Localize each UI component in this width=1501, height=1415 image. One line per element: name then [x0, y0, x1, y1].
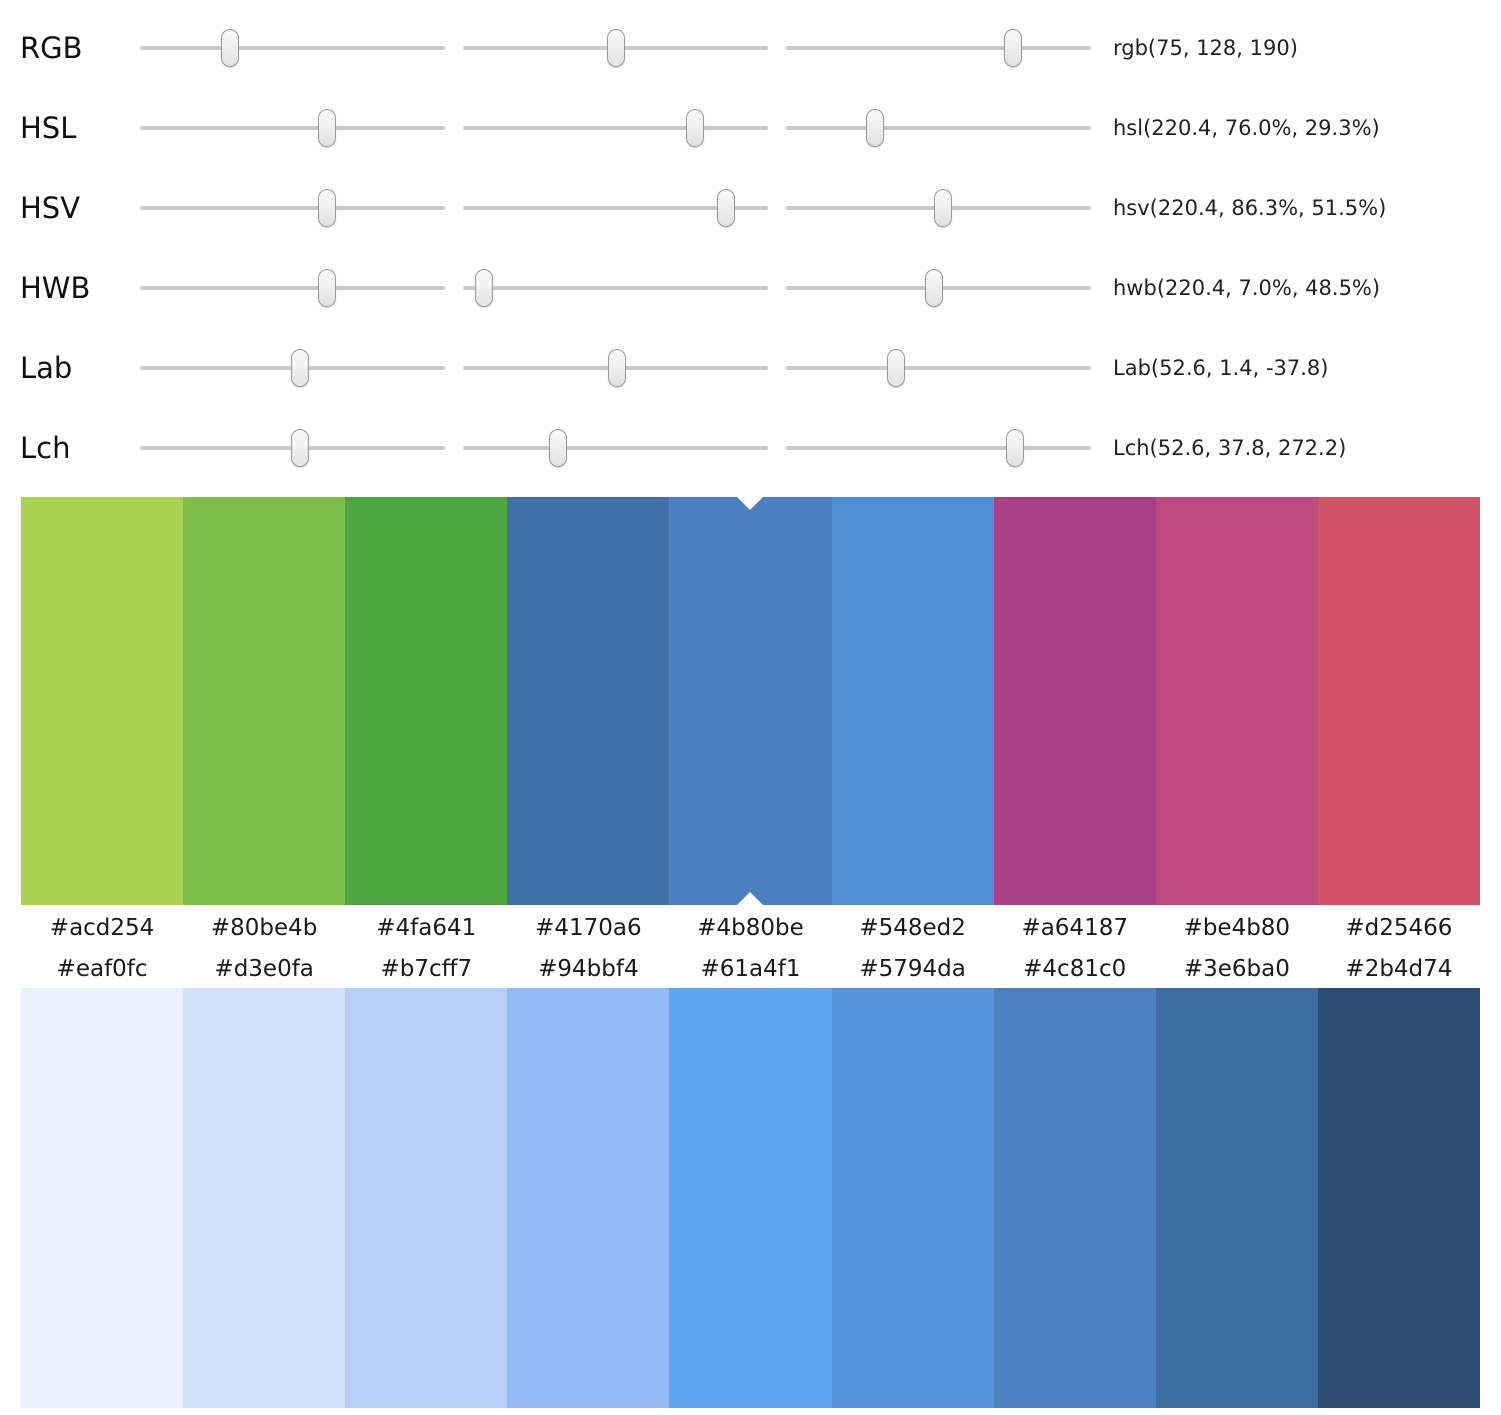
slider-track-2[interactable]: [463, 349, 768, 387]
hex-code-label: #2b4d74: [1345, 956, 1453, 982]
hex-code-label: #4170a6: [535, 914, 642, 941]
hex-code-label: #61a4f1: [700, 956, 801, 982]
slider-row-hsl: HSL hsl(220.4, 76.0%, 29.3%): [0, 88, 1501, 168]
slider-track-1[interactable]: [140, 429, 445, 467]
colorspace-label: RGB: [20, 31, 83, 65]
hex-code-label: #80be4b: [210, 914, 318, 941]
slider-handle[interactable]: [717, 189, 736, 227]
hex-code-label: #b7cff7: [380, 956, 473, 982]
slider-track-3[interactable]: [786, 189, 1091, 227]
hex-code-label: #4c81c0: [1023, 956, 1127, 982]
color-swatch[interactable]: [345, 497, 508, 905]
slider-handle[interactable]: [220, 29, 239, 67]
hex-code-label: #548ed2: [859, 914, 966, 941]
slider-handle[interactable]: [548, 429, 567, 467]
color-value-text: hsl(220.4, 76.0%, 29.3%): [1113, 116, 1380, 140]
color-swatch[interactable]: [669, 988, 832, 1408]
slider-section: RGB rgb(75, 128, 190) HSL hsl(220.4, 76.0%,…: [0, 0, 1501, 497]
hex-code-label: #a64187: [1021, 914, 1128, 941]
hex-code-label: #5794da: [859, 956, 966, 982]
color-swatch[interactable]: [345, 988, 508, 1408]
hex-code-label: #d25466: [1345, 914, 1453, 941]
slider-track-1[interactable]: [140, 109, 445, 147]
slider-track-1[interactable]: [140, 189, 445, 227]
colorspace-label: HSL: [20, 111, 77, 145]
slider-handle[interactable]: [1005, 429, 1024, 467]
palette-bottom: [21, 988, 1480, 1408]
slider-row-lab: Lab Lab(52.6, 1.4, -37.8): [0, 328, 1501, 408]
slider-handle[interactable]: [1004, 29, 1023, 67]
slider-track-3[interactable]: [786, 269, 1091, 307]
colorspace-label: Lch: [20, 431, 71, 465]
slider-track-2[interactable]: [463, 429, 768, 467]
slider-handle[interactable]: [291, 429, 310, 467]
color-swatch[interactable]: [993, 497, 1156, 905]
color-swatch[interactable]: [507, 497, 670, 905]
hex-code-label: #3e6ba0: [1183, 956, 1290, 982]
slider-handle[interactable]: [317, 189, 336, 227]
color-swatch[interactable]: [669, 497, 832, 905]
color-swatch[interactable]: [1155, 497, 1318, 905]
color-value-text: hsv(220.4, 86.3%, 51.5%): [1113, 196, 1387, 220]
color-swatch[interactable]: [831, 988, 994, 1408]
colorspace-label: HWB: [20, 271, 91, 305]
color-swatch[interactable]: [21, 497, 184, 905]
slider-track-1[interactable]: [140, 349, 445, 387]
hex-code-label: #acd254: [49, 914, 155, 941]
slider-row-rgb: RGB rgb(75, 128, 190): [0, 8, 1501, 88]
color-swatch[interactable]: [21, 988, 184, 1408]
slider-handle[interactable]: [924, 269, 943, 307]
color-swatch[interactable]: [183, 497, 346, 905]
color-swatch[interactable]: [831, 497, 994, 905]
slider-track-3[interactable]: [786, 429, 1091, 467]
slider-handle[interactable]: [608, 349, 627, 387]
slider-handle[interactable]: [317, 269, 336, 307]
slider-track-2[interactable]: [463, 189, 768, 227]
slider-track-2[interactable]: [463, 269, 768, 307]
slider-track-3[interactable]: [786, 29, 1091, 67]
slider-track-1[interactable]: [140, 269, 445, 307]
color-value-text: rgb(75, 128, 190): [1113, 36, 1298, 60]
slider-track-3[interactable]: [786, 349, 1091, 387]
palette-bottom-labels: #eaf0fc #d3e0fa #b7cff7 #94bbf4 #61a4f1 #5794…: [21, 950, 1480, 988]
color-swatch[interactable]: [507, 988, 670, 1408]
slider-handle[interactable]: [886, 349, 905, 387]
color-swatch[interactable]: [183, 988, 346, 1408]
slider-row-hwb: HWB hwb(220.4, 7.0%, 48.5%): [0, 248, 1501, 328]
palette-top: [21, 497, 1480, 905]
hex-code-label: #be4b80: [1183, 914, 1291, 941]
hex-code-label: #d3e0fa: [214, 956, 314, 982]
color-value-text: Lch(52.6, 37.8, 272.2): [1113, 436, 1347, 460]
slider-row-lch: Lch Lch(52.6, 37.8, 272.2): [0, 408, 1501, 488]
slider-handle[interactable]: [607, 29, 626, 67]
color-swatch[interactable]: [993, 988, 1156, 1408]
slider-track-1[interactable]: [140, 29, 445, 67]
slider-handle[interactable]: [866, 109, 885, 147]
color-swatch[interactable]: [1155, 988, 1318, 1408]
slider-track-2[interactable]: [463, 29, 768, 67]
color-swatch[interactable]: [1317, 497, 1480, 905]
hex-code-label: #4b80be: [697, 914, 804, 941]
slider-row-hsv: HSV hsv(220.4, 86.3%, 51.5%): [0, 168, 1501, 248]
slider-track-2[interactable]: [463, 109, 768, 147]
color-value-text: Lab(52.6, 1.4, -37.8): [1113, 356, 1329, 380]
colorspace-label: Lab: [20, 351, 73, 385]
slider-track-3[interactable]: [786, 109, 1091, 147]
slider-handle[interactable]: [685, 109, 704, 147]
slider-handle[interactable]: [934, 189, 953, 227]
colorspace-label: HSV: [20, 191, 81, 225]
color-swatch[interactable]: [1317, 988, 1480, 1408]
hex-code-label: #eaf0fc: [56, 956, 148, 982]
hex-code-label: #4fa641: [376, 914, 477, 941]
slider-handle[interactable]: [291, 349, 310, 387]
slider-handle[interactable]: [475, 269, 494, 307]
slider-handle[interactable]: [317, 109, 336, 147]
palette-top-labels: #acd254 #80be4b #4fa641 #4170a6 #4b80be #548e…: [21, 905, 1480, 950]
color-value-text: hwb(220.4, 7.0%, 48.5%): [1113, 276, 1381, 300]
hex-code-label: #94bbf4: [538, 956, 639, 982]
